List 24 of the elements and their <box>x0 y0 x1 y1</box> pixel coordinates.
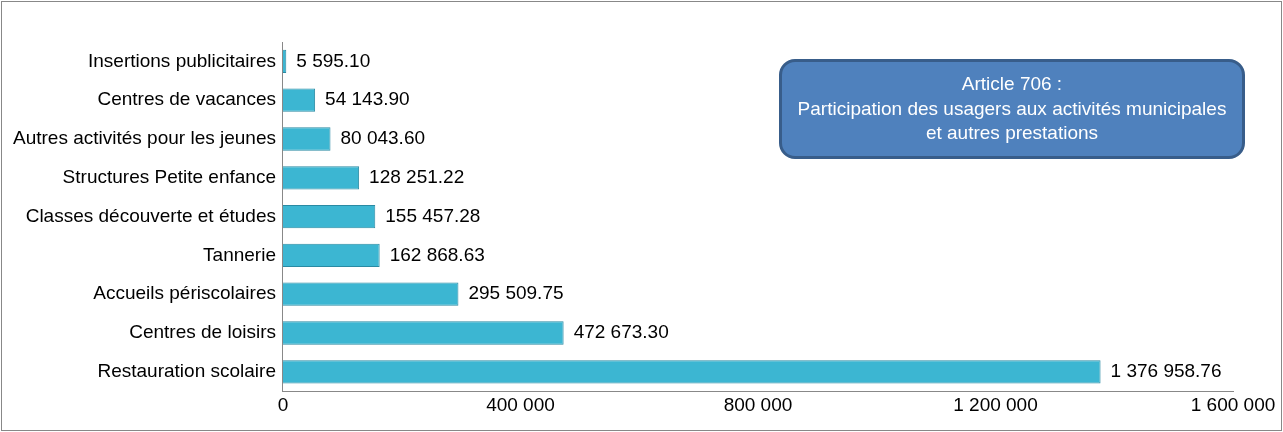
y-tick-label: Centres de loisirs <box>129 321 276 343</box>
y-tick-label: Restauration scolaire <box>97 360 276 382</box>
y-tick-label: Centres de vacances <box>97 88 276 110</box>
x-tick-label: 1 200 000 <box>953 393 1038 415</box>
data-label: 54 143.90 <box>325 88 410 110</box>
data-label: 155 457.28 <box>385 204 481 226</box>
data-label: 472 673.30 <box>573 321 669 343</box>
x-tick-label: 800 000 <box>723 393 793 415</box>
data-label: 80 043.60 <box>340 127 426 149</box>
y-tick-label: Autres activités pour les jeunes <box>13 127 276 149</box>
y-tick-label: Accueils périscolaires <box>93 282 276 304</box>
data-label: 128 251.22 <box>369 166 465 188</box>
data-label: 1 376 958.76 <box>1110 360 1222 382</box>
y-tick-label: Classes découverte et études <box>25 204 276 226</box>
x-tick-label: 400 000 <box>486 393 555 415</box>
data-label: 295 509.75 <box>468 282 564 304</box>
text: Article 706 : Participation des usagers aux activités municipales et autres prestations <box>779 59 1245 159</box>
y-tick-label: Tannerie <box>203 243 276 265</box>
x-tick-label: 0 <box>277 393 289 415</box>
data-label: 162 868.63 <box>389 243 485 265</box>
x-tick-label: 1 600 000 <box>1190 393 1276 415</box>
data-label: 5 595.10 <box>296 49 371 71</box>
y-tick-label: Structures Petite enfance <box>62 166 276 188</box>
y-tick-label: Insertions publicitaires <box>87 49 276 71</box>
